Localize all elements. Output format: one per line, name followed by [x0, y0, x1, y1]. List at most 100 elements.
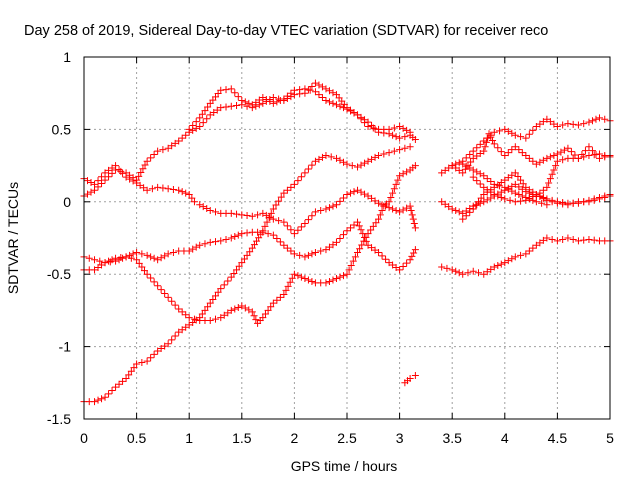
data-point [266, 97, 274, 105]
data-point [227, 306, 235, 314]
data-point [276, 293, 284, 301]
data-point [553, 123, 561, 131]
data-point [280, 218, 288, 226]
data-point [332, 275, 340, 283]
data-point [564, 234, 572, 242]
data-point [117, 167, 125, 175]
data-point [147, 154, 155, 162]
data-point [508, 187, 516, 195]
data-point [406, 256, 414, 264]
x-tick-label: 4 [501, 430, 509, 446]
data-point [550, 166, 558, 174]
data-point [325, 204, 333, 212]
data-point [190, 315, 198, 323]
data-point [375, 248, 383, 256]
data-point [473, 144, 481, 152]
data-point [196, 114, 204, 122]
data-point [390, 185, 398, 193]
data-point [529, 126, 537, 134]
data-point [227, 102, 235, 110]
x-tick-label: 2.5 [337, 430, 357, 446]
data-point [267, 303, 275, 311]
data-point [164, 293, 172, 301]
series-track-f [80, 143, 414, 406]
data-point [141, 161, 149, 169]
data-point [233, 266, 241, 274]
data-point [504, 127, 512, 135]
data-point [438, 198, 446, 206]
data-point [394, 176, 402, 184]
data-point [529, 157, 537, 165]
data-point [138, 263, 146, 271]
data-point [206, 111, 214, 119]
data-point [246, 248, 254, 256]
data-point [343, 191, 351, 199]
data-point [364, 192, 372, 200]
data-point [482, 138, 490, 146]
data-point [354, 111, 362, 119]
data-point [475, 269, 482, 277]
data-point [496, 182, 504, 190]
data-point [347, 262, 355, 270]
data-point [406, 202, 414, 210]
data-point [483, 196, 491, 204]
data-point [329, 276, 337, 284]
data-point [161, 252, 169, 260]
data-point [220, 281, 228, 289]
y-tick-label: 0.5 [52, 121, 72, 137]
data-point [325, 98, 333, 106]
data-point [539, 156, 547, 164]
x-tick-label: 1.5 [232, 430, 252, 446]
data-point [98, 261, 106, 269]
x-axis-label: GPS time / hours [291, 458, 398, 474]
data-point [147, 274, 155, 282]
data-point [506, 196, 514, 204]
data-point [469, 267, 477, 275]
series-track-d [80, 218, 419, 274]
data-point [283, 186, 291, 194]
data-point [368, 155, 376, 163]
data-point [466, 150, 474, 158]
data-point [148, 185, 156, 193]
data-point [389, 131, 397, 139]
data-point [504, 174, 512, 182]
data-point [217, 86, 225, 94]
data-point [175, 328, 183, 336]
data-point [375, 199, 383, 207]
data-point [243, 102, 251, 110]
x-tick-label: 3 [396, 430, 404, 446]
data-point [220, 311, 228, 319]
x-tick-label: 0 [80, 430, 88, 446]
data-point [355, 222, 363, 230]
data-point [501, 183, 509, 191]
x-tick-label: 4.5 [548, 430, 568, 446]
data-point [311, 157, 319, 165]
data-point [254, 211, 262, 219]
data-point [212, 238, 219, 246]
data-point [445, 203, 453, 211]
data-point [438, 263, 446, 271]
data-point [532, 191, 540, 199]
data-point [133, 360, 141, 368]
data-point [185, 314, 193, 322]
data-point [147, 354, 155, 362]
data-point [364, 241, 372, 249]
data-point [588, 147, 596, 155]
data-point [532, 198, 540, 206]
data-point [343, 270, 351, 278]
data-point [466, 164, 474, 172]
data-point [157, 254, 165, 262]
data-point [308, 82, 316, 90]
data-point [273, 234, 281, 242]
data-point [364, 123, 372, 131]
data-point [94, 183, 102, 191]
data-point [210, 109, 218, 117]
data-point [347, 224, 355, 232]
data-point [235, 262, 243, 270]
data-point [601, 153, 609, 161]
data-point [213, 106, 221, 114]
data-point [489, 137, 497, 145]
data-point [546, 118, 554, 126]
data-point [283, 92, 291, 100]
data-point [517, 251, 525, 259]
